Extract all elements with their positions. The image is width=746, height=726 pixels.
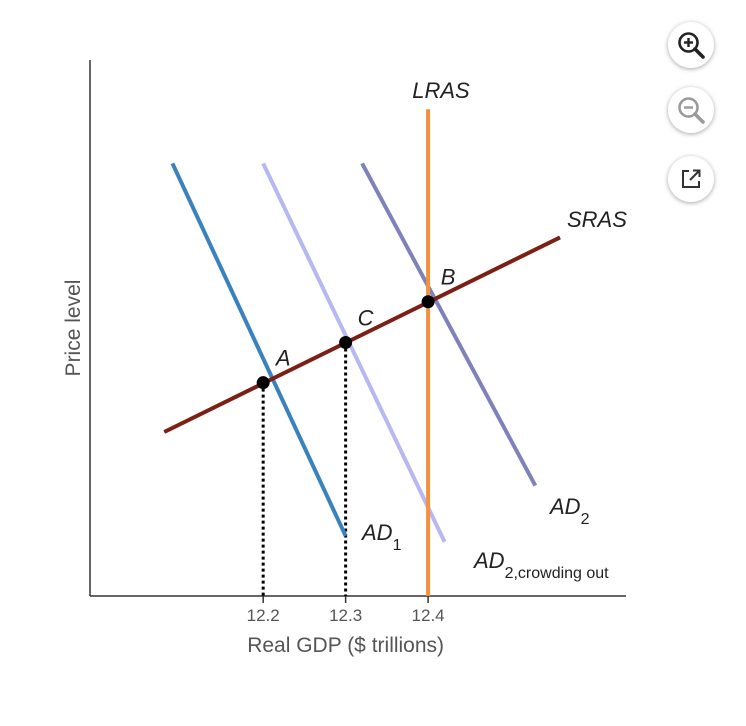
point-label-b: B	[441, 265, 456, 290]
zoom-out-button[interactable]	[668, 87, 714, 133]
zoom-in-icon	[678, 32, 705, 59]
zoom-out-icon	[678, 97, 705, 124]
point-label-a: A	[274, 346, 291, 371]
x-tick-label: 12.2	[247, 606, 280, 625]
point-b	[421, 295, 435, 309]
ad2co-curve	[261, 162, 447, 543]
y-axis-label: Price level	[62, 280, 85, 377]
equilibrium-points	[256, 295, 435, 390]
ad2co-label: AD2,crowding out	[472, 548, 609, 582]
lras-label: LRAS	[412, 78, 470, 103]
ad2-label: AD2	[548, 494, 590, 528]
ad1-curve	[170, 162, 348, 537]
x-tick-label: 12.3	[329, 606, 362, 625]
ad1-label: AD1	[360, 520, 402, 554]
sras-label: SRAS	[567, 207, 627, 232]
popout-button[interactable]	[668, 156, 714, 202]
x-axis-label: Real GDP ($ trillions)	[247, 634, 444, 657]
sras-curve	[163, 235, 561, 434]
curves	[163, 109, 561, 596]
point-a	[256, 376, 270, 390]
point-label-c: C	[358, 305, 374, 330]
point-c	[339, 335, 353, 349]
external-link-icon	[682, 169, 701, 188]
axes: 12.2 12.3 12.4 Real GDP ($ trillions) Price …	[62, 60, 626, 657]
zoom-in-button[interactable]	[668, 22, 714, 68]
x-tick-label: 12.4	[412, 606, 445, 625]
ad2-curve	[360, 162, 538, 487]
chart-labels: A C B AD1 AD2,crowding out AD2 SRAS LRAS	[274, 78, 627, 582]
guide-lines	[261, 342, 348, 596]
